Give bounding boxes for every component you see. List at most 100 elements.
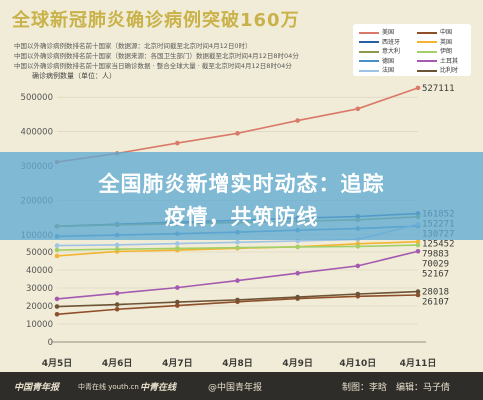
end-value-label: 26107 bbox=[422, 298, 449, 308]
unit-label: 确诊病例数量（单位：人） bbox=[32, 72, 116, 80]
data-point bbox=[235, 297, 240, 303]
end-value-label: 125452 bbox=[422, 240, 455, 250]
legend-swatch bbox=[359, 41, 379, 44]
end-value-label: 28018 bbox=[422, 288, 449, 298]
x-tick-label: 4月9日 bbox=[282, 358, 313, 369]
legend-swatch bbox=[417, 41, 437, 44]
data-point bbox=[54, 296, 60, 302]
legend-swatch bbox=[359, 60, 379, 63]
data-point bbox=[175, 303, 180, 308]
legend-swatch bbox=[417, 50, 437, 53]
data-point bbox=[54, 304, 60, 309]
data-point bbox=[54, 253, 60, 259]
legend-label: 德国 bbox=[382, 57, 395, 65]
data-point bbox=[175, 140, 180, 146]
data-point bbox=[415, 239, 421, 245]
y-tick-label: 40000 bbox=[26, 266, 53, 276]
legend-swatch bbox=[359, 31, 379, 34]
legend-item: 伊朗 bbox=[417, 46, 452, 55]
legend-swatch bbox=[417, 60, 437, 63]
legend-swatch bbox=[359, 50, 379, 53]
data-point bbox=[235, 131, 240, 136]
overlay-banner: 全国肺炎新增实时动态：追踪 疫情，共筑防线 bbox=[0, 152, 483, 240]
zqb-logo: 中国青年报 bbox=[14, 383, 60, 393]
footer-bar: 中国青年报 中青在线 youth.cn 中青在线 @中国青年报 制图：李晗 编辑… bbox=[0, 372, 483, 400]
data-point bbox=[175, 241, 180, 246]
data-point bbox=[415, 85, 421, 91]
legend-item: 英国 bbox=[417, 37, 452, 46]
legend-label: 英国 bbox=[440, 38, 453, 46]
legend-item: 德国 bbox=[359, 56, 394, 65]
legend: 美国西班牙意大利 德国法国 中国英国 伊朗土耳其比利时 bbox=[353, 24, 471, 76]
legend-item: 意大利 bbox=[359, 46, 400, 55]
legend-label: 土耳其 bbox=[440, 57, 459, 65]
legend-item: 法国 bbox=[359, 65, 394, 74]
legend-item: 中国 bbox=[417, 27, 452, 36]
data-point bbox=[175, 285, 180, 290]
y-tick-label: 500000 bbox=[21, 93, 53, 103]
legend-item: 西班牙 bbox=[359, 37, 400, 46]
y-tick-label: 50000 bbox=[26, 248, 53, 258]
y-tick-label: 0 bbox=[48, 338, 53, 348]
data-point bbox=[295, 294, 300, 300]
data-point bbox=[295, 244, 300, 250]
subtitle-line: 中国以外确诊病例数排名前十国家（数据来源：各国卫生部门）数据截至北京时间4月12… bbox=[14, 52, 299, 60]
legend-swatch bbox=[417, 31, 437, 34]
data-point bbox=[355, 244, 361, 249]
y-tick-label: 10000 bbox=[26, 320, 53, 330]
data-point bbox=[114, 242, 120, 248]
chart-title: 全球新冠肺炎确诊病例突破160万 bbox=[12, 10, 300, 31]
legend-item: 比利时 bbox=[417, 65, 458, 74]
x-tick-label: 4月5日 bbox=[42, 358, 73, 369]
y-tick-label: 30000 bbox=[26, 284, 53, 294]
end-value-label: 79883 bbox=[422, 250, 449, 260]
data-point bbox=[54, 243, 60, 248]
data-point bbox=[355, 263, 361, 269]
data-point bbox=[355, 106, 361, 112]
x-tick-label: 4月7日 bbox=[162, 358, 193, 369]
subtitle-line: 中国以外确诊病例数排名前十国家（数据源：北京时间截至北京时间4月12日0时） bbox=[14, 42, 252, 50]
data-point bbox=[114, 302, 120, 307]
x-tick-label: 4月6日 bbox=[102, 358, 133, 369]
legend-label: 中国 bbox=[440, 29, 453, 36]
data-point bbox=[235, 245, 240, 250]
weibo-handle: @中国青年报 bbox=[208, 383, 263, 393]
data-point bbox=[415, 292, 421, 298]
x-tick-label: 4月8日 bbox=[222, 358, 253, 369]
data-point bbox=[415, 242, 421, 248]
y-tick-label: 20000 bbox=[26, 302, 53, 312]
series-line bbox=[56, 250, 419, 300]
data-point bbox=[114, 306, 120, 312]
end-value-label: 52167 bbox=[422, 270, 449, 280]
legend-label: 意大利 bbox=[382, 48, 401, 56]
x-tick-label: 4月10日 bbox=[339, 358, 376, 369]
legend-item: 美国 bbox=[359, 27, 394, 36]
data-point bbox=[415, 289, 421, 294]
legend-label: 西班牙 bbox=[382, 38, 401, 46]
data-point bbox=[295, 118, 300, 123]
legend-label: 美国 bbox=[382, 29, 395, 36]
banner-title-line2: 疫情，共筑防线 bbox=[164, 205, 319, 229]
x-tick-label: 4月11日 bbox=[400, 358, 437, 369]
banner-title-line1: 全国肺炎新增实时动态：追踪 bbox=[98, 172, 385, 196]
legend-label: 法国 bbox=[382, 67, 395, 75]
data-point bbox=[114, 246, 120, 252]
end-value-label: 527111 bbox=[422, 84, 455, 94]
y-tick-label: 400000 bbox=[21, 128, 53, 138]
credits: 制图：李晗 编辑：马子倩 bbox=[342, 383, 451, 393]
legend-swatch bbox=[359, 69, 379, 72]
subtitle-line: 中国以外确诊病例数排名前十国家当日确诊数据 · 整合全球大量 · 截至北京时间4… bbox=[14, 62, 292, 70]
end-value-label: 70029 bbox=[422, 260, 449, 270]
data-point bbox=[54, 311, 60, 317]
data-point bbox=[114, 290, 120, 296]
zqzx-logo: 中青在线 bbox=[140, 383, 177, 393]
data-point bbox=[54, 247, 60, 253]
series-line bbox=[56, 87, 419, 163]
data-point bbox=[235, 278, 240, 283]
legend-label: 比利时 bbox=[440, 67, 459, 75]
data-point bbox=[355, 291, 361, 297]
legend-swatch bbox=[417, 69, 437, 72]
data-point bbox=[175, 299, 180, 305]
youth-logo: 中青在线 youth.cn bbox=[78, 383, 139, 391]
legend-item: 土耳其 bbox=[417, 56, 458, 65]
